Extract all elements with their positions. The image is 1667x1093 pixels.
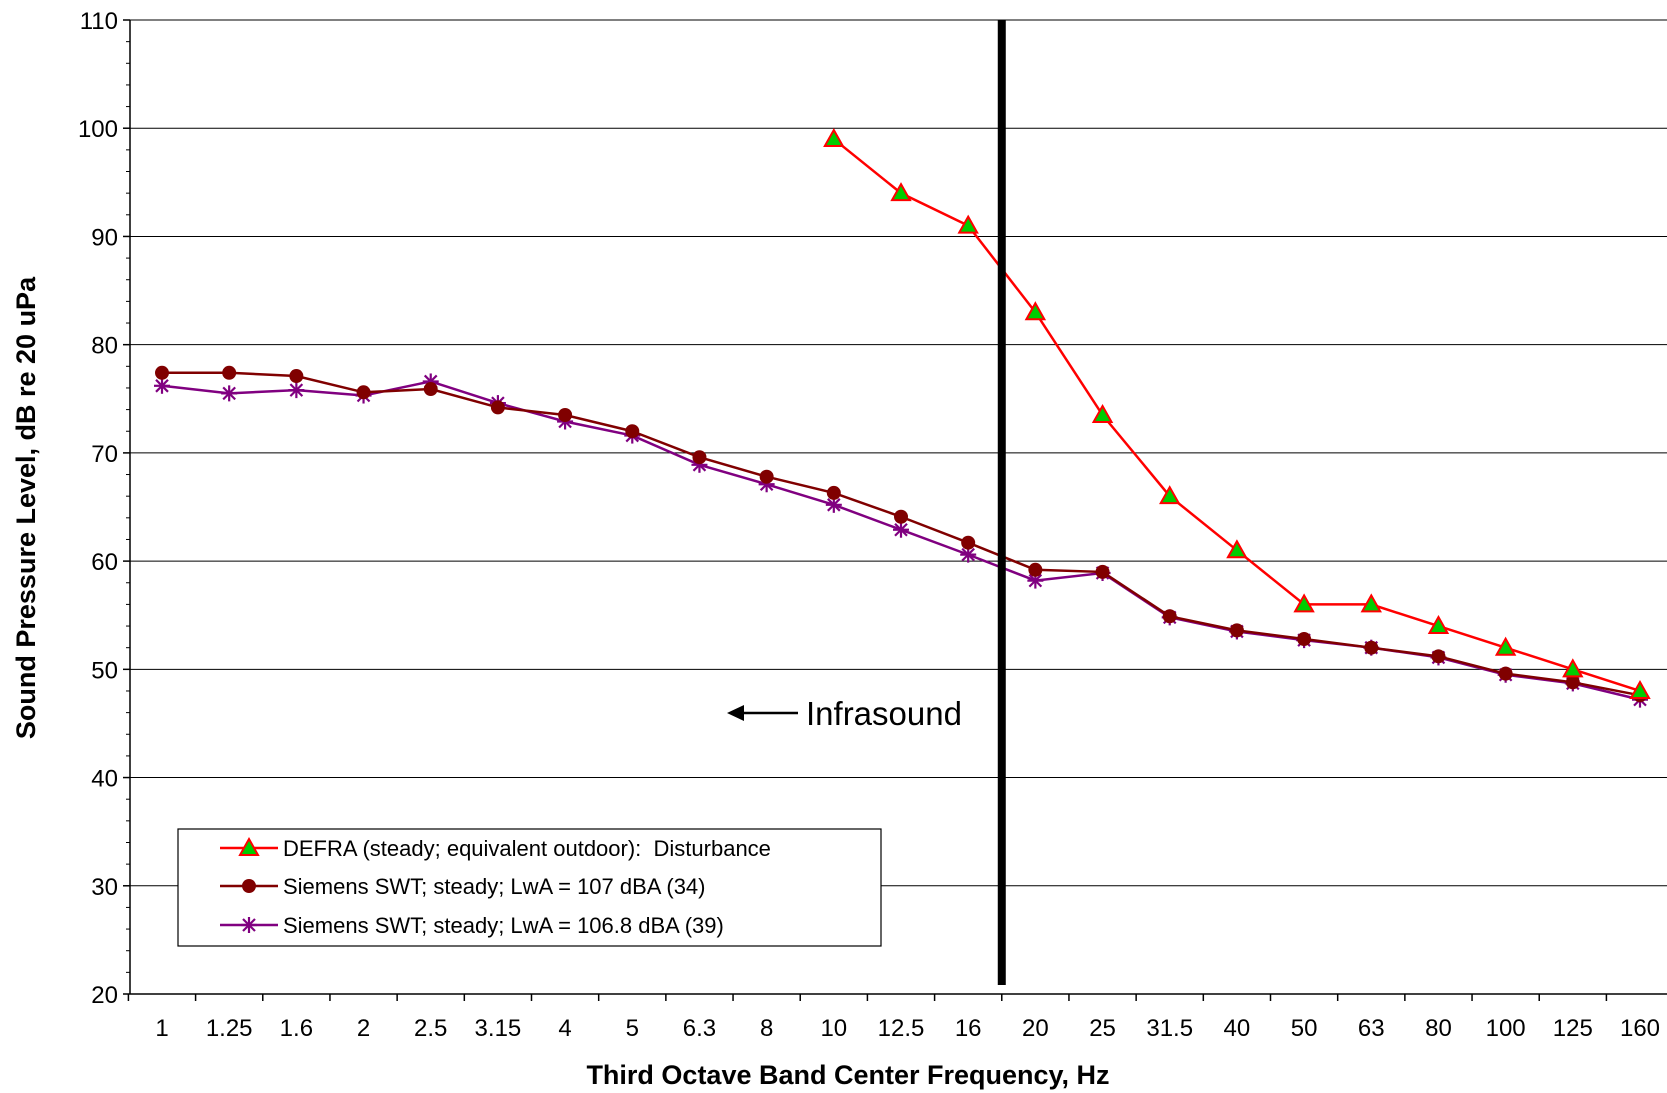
data-point-circle: [1498, 666, 1513, 681]
data-point-circle: [1565, 675, 1580, 690]
data-point-triangle: [890, 182, 912, 202]
y-tick-label: 60: [91, 549, 118, 576]
data-point-circle: [894, 509, 908, 524]
data-point-triangle: [1562, 658, 1584, 678]
data-point-triangle: [1226, 539, 1248, 559]
x-tick-label: 63: [1358, 1015, 1385, 1042]
legend-item-siemens-106-8: Siemens SWT; steady; LwA = 106.8 dBA (39…: [220, 913, 724, 938]
left-arrow-icon: [727, 705, 744, 721]
data-point-triangle: [957, 214, 979, 234]
x-tick-label: 6.3: [683, 1015, 716, 1042]
series-line: [161, 380, 1641, 701]
triangle-marker-icon: [238, 836, 260, 856]
data-point-circle: [1364, 640, 1379, 655]
data-point-circle: [155, 365, 169, 380]
x-tick-label: 12.5: [878, 1015, 925, 1042]
x-tick-label: 125: [1553, 1015, 1593, 1042]
data-point-asterisk: [154, 377, 170, 394]
x-tick-label: 5: [626, 1015, 639, 1042]
legend-label-siemens-106-8: Siemens SWT; steady; LwA = 106.8 dBA (39…: [283, 913, 724, 938]
data-point-asterisk: [221, 385, 238, 402]
y-axis-ticks: 20 30 40 50 60 70 80 90 100 110: [78, 8, 130, 1009]
legend-item-defra: DEFRA (steady; equivalent outdoor): Dist…: [220, 836, 771, 861]
y-tick-label: 110: [80, 8, 118, 35]
series-2: [154, 373, 1648, 708]
data-point-triangle: [1159, 485, 1181, 505]
y-tick-label: 90: [91, 224, 118, 251]
x-tick-label: 2.5: [414, 1015, 447, 1042]
data-point-triangle: [1494, 636, 1517, 656]
data-point-circle: [490, 400, 505, 415]
x-tick-label: 100: [1486, 1015, 1526, 1042]
x-tick-label: 80: [1425, 1015, 1452, 1042]
y-tick-label: 100: [78, 116, 118, 143]
x-tick-label: 4: [558, 1015, 571, 1042]
infrasound-label: Infrasound: [806, 695, 962, 732]
data-point-triangle: [1629, 679, 1651, 699]
axes: [129, 20, 1667, 995]
data-point-circle: [826, 485, 841, 500]
data-point-circle: [692, 450, 707, 465]
series-layer: [154, 128, 1651, 708]
x-tick-label: 1.6: [280, 1015, 313, 1042]
x-tick-label: 40: [1224, 1015, 1251, 1042]
x-axis-ticks: 1 1.25 1.6 2 2.5 3.15 4 5 6.3 8 10 12.5 16 20 25 31.5 40…: [127, 994, 1660, 1042]
y-tick-label: 20: [91, 982, 118, 1009]
data-point-triangle: [1360, 593, 1382, 613]
x-tick-label: 1: [155, 1015, 168, 1042]
y-axis-title: Sound Pressure Level, dB re 20 uPa: [11, 276, 41, 739]
data-point-triangle: [1427, 615, 1450, 635]
data-point-circle: [1431, 649, 1446, 664]
x-tick-label: 8: [760, 1015, 773, 1042]
y-tick-label: 30: [91, 874, 118, 901]
data-point-circle: [1028, 562, 1043, 577]
circle-marker-icon: [242, 879, 256, 893]
y-tick-label: 40: [91, 766, 118, 793]
data-point-circle: [222, 365, 237, 380]
x-tick-label: 3.15: [475, 1015, 522, 1042]
data-point-circle: [961, 535, 976, 550]
legend: DEFRA (steady; equivalent outdoor): Dist…: [177, 828, 882, 947]
data-point-circle: [1229, 623, 1244, 638]
data-point-circle: [558, 408, 573, 423]
data-point-triangle: [823, 128, 845, 148]
asterisk-marker-icon: [241, 917, 257, 933]
data-point-circle: [1297, 632, 1312, 647]
x-tick-label: 1.25: [206, 1015, 253, 1042]
y-tick-label: 50: [91, 657, 118, 684]
infrasound-annotation: Infrasound: [727, 695, 962, 732]
grid-lines: [130, 19, 1667, 887]
x-tick-label: 31.5: [1146, 1015, 1193, 1042]
data-point-asterisk: [288, 382, 305, 399]
legend-label-defra: DEFRA (steady; equivalent outdoor): Dist…: [283, 836, 771, 861]
legend-box: [177, 828, 882, 947]
data-point-circle: [423, 382, 438, 397]
data-point-circle: [1095, 564, 1110, 579]
x-tick-label: 16: [955, 1015, 982, 1042]
x-tick-label: 20: [1022, 1015, 1049, 1042]
legend-label-siemens-107: Siemens SWT; steady; LwA = 107 dBA (34): [283, 874, 706, 899]
x-tick-label: 25: [1089, 1015, 1116, 1042]
x-tick-label: 50: [1291, 1015, 1318, 1042]
data-point-triangle: [1091, 403, 1114, 424]
x-tick-label: 2: [357, 1015, 370, 1042]
series-0: [823, 128, 1651, 699]
x-tick-label: 10: [820, 1015, 847, 1042]
legend-item-siemens-107: Siemens SWT; steady; LwA = 107 dBA (34): [220, 874, 706, 899]
data-point-circle: [625, 424, 640, 439]
data-point-triangle: [1293, 593, 1315, 613]
data-point-triangle: [1024, 301, 1047, 321]
data-point-circle: [289, 369, 304, 384]
data-point-circle: [356, 385, 371, 400]
y-tick-label: 70: [91, 441, 118, 468]
series-1: [155, 365, 1647, 703]
x-tick-label: 160: [1620, 1015, 1660, 1042]
data-point-circle: [759, 469, 774, 484]
data-point-asterisk: [893, 521, 909, 538]
series-line: [833, 138, 1641, 693]
y-tick-label: 80: [91, 333, 118, 360]
x-axis-title: Third Octave Band Center Frequency, Hz: [586, 1060, 1109, 1090]
data-point-circle: [1162, 609, 1177, 624]
